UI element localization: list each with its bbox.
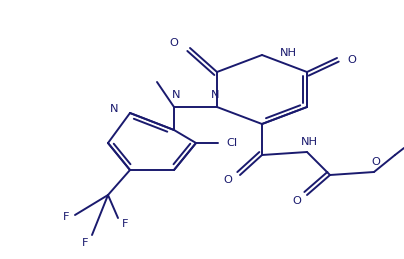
Text: O: O	[347, 55, 356, 65]
Text: F: F	[63, 212, 69, 222]
Text: O: O	[292, 196, 301, 206]
Text: O: O	[223, 175, 232, 185]
Text: N: N	[211, 90, 219, 100]
Text: O: O	[169, 38, 178, 48]
Text: O: O	[372, 157, 381, 167]
Text: N: N	[109, 104, 118, 114]
Text: F: F	[122, 219, 128, 229]
Text: NH: NH	[301, 137, 318, 147]
Text: F: F	[82, 238, 88, 248]
Text: N: N	[172, 90, 180, 100]
Text: Cl: Cl	[226, 138, 237, 148]
Text: NH: NH	[280, 48, 297, 58]
